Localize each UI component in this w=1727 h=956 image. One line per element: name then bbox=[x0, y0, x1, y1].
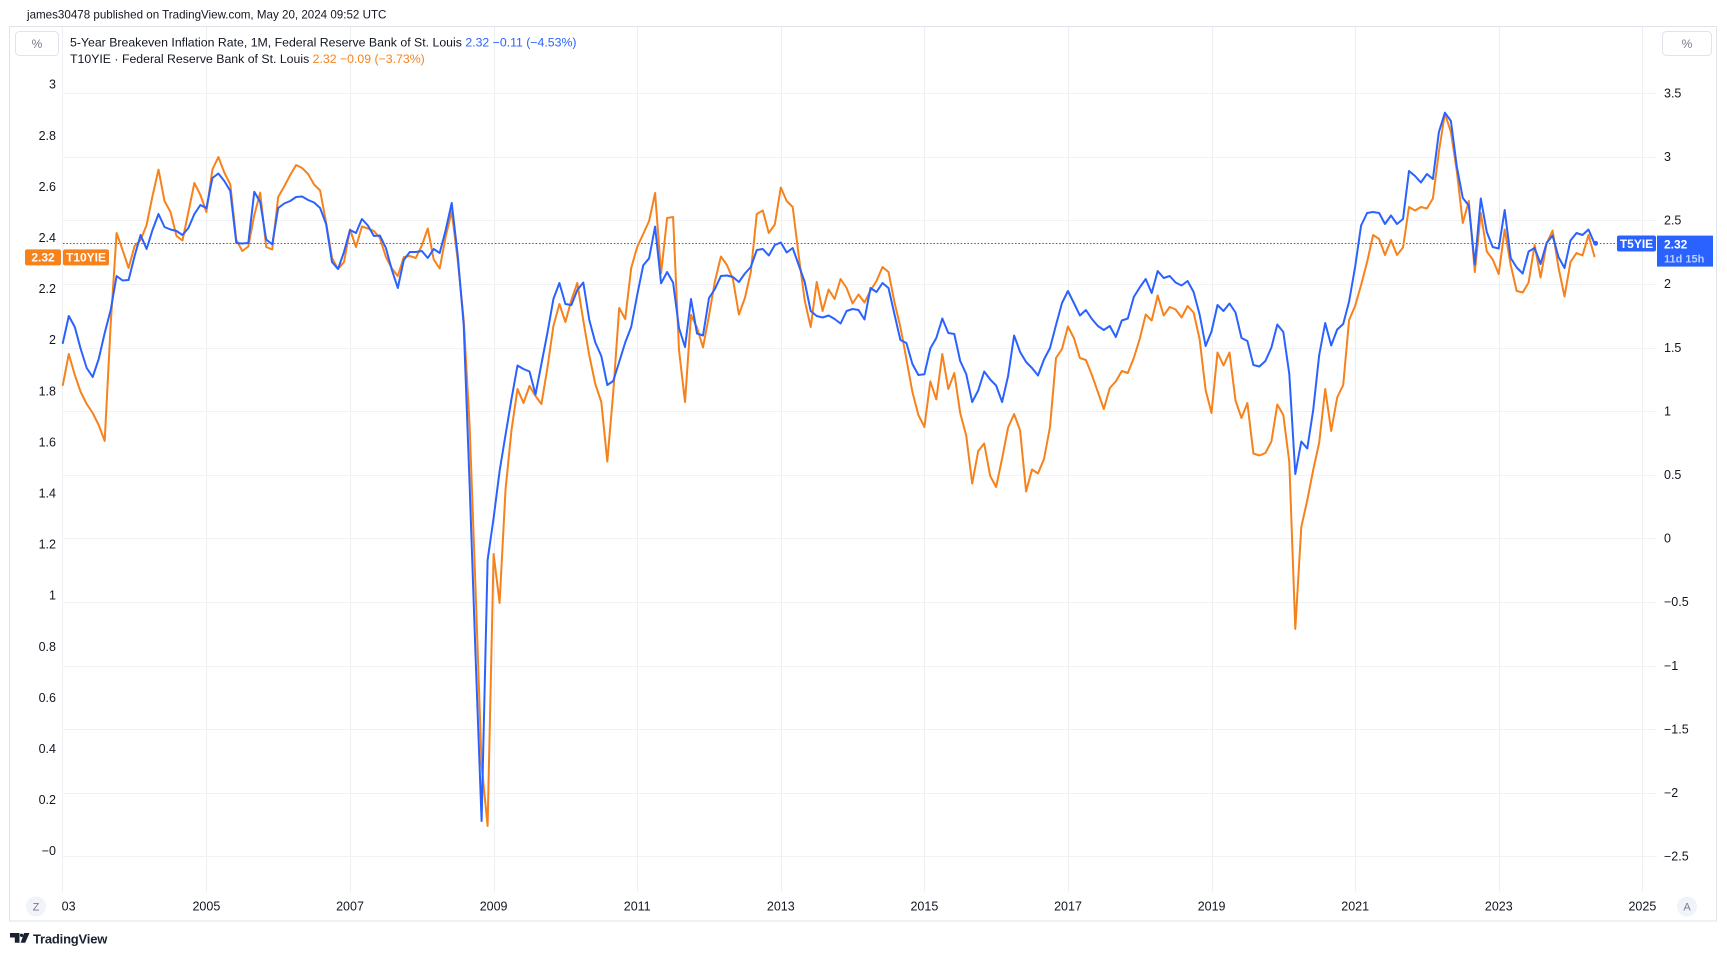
svg-text:2: 2 bbox=[49, 333, 56, 347]
svg-text:2011: 2011 bbox=[624, 900, 651, 914]
svg-text:A: A bbox=[1683, 902, 1691, 914]
svg-text:11d 15h: 11d 15h bbox=[1664, 253, 1705, 265]
svg-text:2.6: 2.6 bbox=[39, 180, 56, 194]
svg-text:−2.5: −2.5 bbox=[1664, 850, 1689, 864]
svg-text:2017: 2017 bbox=[1054, 900, 1082, 914]
svg-text:2.2: 2.2 bbox=[39, 282, 56, 296]
svg-text:2023: 2023 bbox=[1485, 900, 1513, 914]
svg-text:1.8: 1.8 bbox=[39, 384, 56, 398]
svg-text:−2: −2 bbox=[1664, 786, 1678, 800]
svg-text:2: 2 bbox=[1664, 277, 1671, 291]
svg-text:5-Year Breakeven Inflation Rat: 5-Year Breakeven Inflation Rate, 1M, Fed… bbox=[70, 36, 577, 50]
svg-text:2.5: 2.5 bbox=[1664, 214, 1681, 228]
svg-text:2015: 2015 bbox=[910, 900, 938, 914]
svg-text:0.2: 0.2 bbox=[39, 793, 56, 807]
svg-text:3.5: 3.5 bbox=[1664, 86, 1681, 100]
svg-text:03: 03 bbox=[62, 900, 76, 914]
svg-text:0.5: 0.5 bbox=[1664, 468, 1681, 482]
svg-text:2025: 2025 bbox=[1628, 900, 1656, 914]
svg-text:0: 0 bbox=[1664, 532, 1671, 546]
svg-text:2.4: 2.4 bbox=[39, 231, 56, 245]
svg-text:−0: −0 bbox=[42, 844, 56, 858]
svg-text:2019: 2019 bbox=[1198, 900, 1226, 914]
svg-text:TradingView: TradingView bbox=[33, 931, 108, 946]
svg-text:2013: 2013 bbox=[767, 900, 795, 914]
svg-text:1: 1 bbox=[1664, 404, 1671, 418]
svg-text:2021: 2021 bbox=[1341, 900, 1369, 914]
svg-text:0.6: 0.6 bbox=[39, 691, 56, 705]
svg-text:2009: 2009 bbox=[480, 900, 508, 914]
svg-text:−0.5: −0.5 bbox=[1664, 595, 1689, 609]
svg-text:−1.5: −1.5 bbox=[1664, 722, 1689, 736]
svg-text:T10YIE · Federal Reserve Bank: T10YIE · Federal Reserve Bank of St. Lou… bbox=[70, 52, 425, 66]
svg-text:2007: 2007 bbox=[336, 900, 364, 914]
svg-text:2.32: 2.32 bbox=[1664, 237, 1688, 251]
svg-text:2.32: 2.32 bbox=[31, 251, 55, 265]
svg-text:%: % bbox=[1682, 37, 1693, 51]
svg-text:0.8: 0.8 bbox=[39, 640, 56, 654]
svg-text:Z: Z bbox=[33, 902, 40, 914]
svg-text:3: 3 bbox=[49, 78, 56, 92]
svg-text:3: 3 bbox=[1664, 150, 1671, 164]
svg-text:T5YIE: T5YIE bbox=[1620, 237, 1653, 251]
svg-text:1.2: 1.2 bbox=[39, 538, 56, 552]
svg-text:T10YIE: T10YIE bbox=[66, 251, 106, 265]
svg-text:1.4: 1.4 bbox=[39, 487, 56, 501]
svg-text:2005: 2005 bbox=[192, 900, 220, 914]
svg-text:james30478 published on Tradin: james30478 published on TradingView.com,… bbox=[26, 9, 386, 22]
svg-text:1.6: 1.6 bbox=[39, 435, 56, 449]
svg-text:1.5: 1.5 bbox=[1664, 341, 1681, 355]
svg-text:%: % bbox=[32, 37, 43, 51]
svg-text:1: 1 bbox=[49, 589, 56, 603]
svg-text:0.4: 0.4 bbox=[39, 742, 56, 756]
svg-text:−1: −1 bbox=[1664, 659, 1678, 673]
svg-text:2.8: 2.8 bbox=[39, 129, 56, 143]
